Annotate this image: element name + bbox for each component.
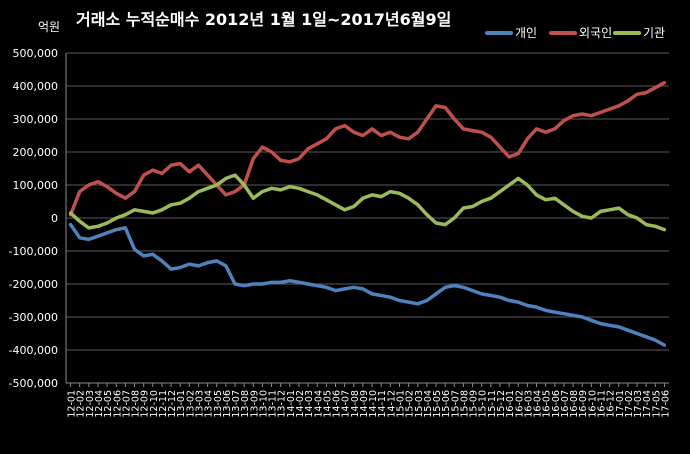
y-axis-unit-label: 억원 xyxy=(38,20,60,34)
x-tick-label: 14-04 xyxy=(313,390,324,418)
x-tick-label: 13-03 xyxy=(194,390,205,418)
x-tick-label: 17-06 xyxy=(660,390,671,418)
x-tick-label: 17-02 xyxy=(624,390,635,418)
x-tick-label: 16-09 xyxy=(578,390,589,418)
x-tick-label: 12-02 xyxy=(76,390,87,418)
x-tick-label: 12-10 xyxy=(149,390,160,418)
x-tick-label: 15-07 xyxy=(450,390,461,418)
x-tick-label: 12-06 xyxy=(112,390,123,418)
series-line-1 xyxy=(68,80,667,217)
x-tick-label: 16-07 xyxy=(560,390,571,418)
x-tick-label: 14-10 xyxy=(368,390,379,418)
x-tick-label: 14-07 xyxy=(341,390,352,418)
x-axis-ticks: 12-0112-0212-0312-0412-0512-0612-0712-08… xyxy=(67,383,671,418)
x-tick-label: 16-12 xyxy=(606,390,617,418)
y-tick-label: -300,000 xyxy=(9,311,58,324)
x-tick-label: 16-01 xyxy=(505,390,516,418)
x-tick-label: 15-05 xyxy=(432,390,443,418)
x-tick-label: 16-04 xyxy=(533,390,544,418)
y-tick-label: 300,000 xyxy=(13,113,59,126)
y-tick-label: 500,000 xyxy=(13,47,59,60)
x-tick-label: 14-02 xyxy=(295,390,306,418)
x-tick-label: 13-01 xyxy=(176,390,187,418)
x-tick-label: 13-05 xyxy=(213,390,224,418)
x-tick-label: 13-08 xyxy=(240,390,251,418)
x-tick-label: 13-11 xyxy=(268,390,279,418)
x-tick-label: 16-11 xyxy=(596,390,607,418)
x-tick-label: 13-09 xyxy=(249,390,260,418)
y-axis-ticks: -500,000 -400,000 -300,000 -200,000 -100,000… xyxy=(9,47,58,390)
y-tick-label: 400,000 xyxy=(13,80,59,93)
x-tick-label: 16-10 xyxy=(587,390,598,418)
x-tick-label: 14-01 xyxy=(286,390,297,418)
legend-label: 외국인 xyxy=(579,26,612,40)
legend-label: 기관 xyxy=(643,26,665,40)
y-tick-label: 0 xyxy=(51,212,58,225)
y-tick-label: 100,000 xyxy=(13,179,59,192)
x-tick-label: 13-10 xyxy=(258,390,269,418)
x-tick-label: 14-03 xyxy=(304,390,315,418)
y-tick-label: -400,000 xyxy=(9,344,58,357)
x-tick-label: 12-03 xyxy=(85,390,96,418)
x-tick-label: 17-01 xyxy=(615,390,626,418)
y-tick-label: -500,000 xyxy=(9,377,58,390)
x-tick-label: 16-06 xyxy=(551,390,562,418)
axes xyxy=(65,53,669,384)
y-tick-label: -200,000 xyxy=(9,278,58,291)
x-tick-label: 12-01 xyxy=(67,390,78,418)
y-tick-label: -100,000 xyxy=(9,245,58,258)
x-tick-label: 13-02 xyxy=(185,390,196,418)
x-tick-label: 14-12 xyxy=(386,390,397,418)
x-tick-label: 13-04 xyxy=(204,390,215,418)
x-tick-label: 12-04 xyxy=(94,390,105,418)
x-tick-label: 12-07 xyxy=(121,390,132,418)
x-tick-label: 13-12 xyxy=(277,390,288,418)
y-tick-label: 200,000 xyxy=(13,146,59,159)
chart-title: 거래소 누적순매수 2012년 1월 1일~2017년6월9일 xyxy=(76,10,451,29)
x-tick-label: 15-08 xyxy=(459,390,470,418)
x-tick-label: 15-12 xyxy=(496,390,507,418)
x-tick-label: 17-05 xyxy=(651,390,662,418)
x-tick-label: 14-06 xyxy=(332,390,343,418)
x-tick-label: 15-01 xyxy=(395,390,406,418)
x-tick-label: 12-12 xyxy=(167,390,178,418)
x-tick-label: 15-04 xyxy=(423,390,434,418)
legend-label: 개인 xyxy=(515,26,537,40)
x-tick-label: 14-05 xyxy=(322,390,333,418)
x-tick-label: 16-03 xyxy=(523,390,534,418)
x-tick-label: 15-11 xyxy=(487,390,498,418)
x-tick-label: 15-10 xyxy=(478,390,489,418)
x-tick-label: 16-02 xyxy=(514,390,525,418)
x-tick-label: 17-03 xyxy=(633,390,644,418)
x-tick-label: 15-09 xyxy=(469,390,480,418)
x-tick-label: 16-08 xyxy=(569,390,580,418)
x-tick-label: 12-08 xyxy=(131,390,142,418)
series-line-0 xyxy=(68,222,667,347)
legend: 개인 외국인 기관 xyxy=(485,26,665,40)
x-tick-label: 14-11 xyxy=(377,390,388,418)
x-tick-label: 14-08 xyxy=(350,390,361,418)
x-tick-label: 13-07 xyxy=(231,390,242,418)
x-tick-label: 12-09 xyxy=(140,390,151,418)
x-tick-label: 15-03 xyxy=(414,390,425,418)
x-tick-label: 15-06 xyxy=(441,390,452,418)
series-lines xyxy=(68,80,667,347)
x-tick-label: 15-02 xyxy=(405,390,416,418)
gridlines xyxy=(66,52,669,384)
x-tick-label: 16-05 xyxy=(542,390,553,418)
x-tick-label: 14-09 xyxy=(359,390,370,418)
x-tick-label: 12-11 xyxy=(158,390,169,418)
series-line-2 xyxy=(68,173,667,232)
x-tick-label: 17-04 xyxy=(642,390,653,418)
x-tick-label: 12-05 xyxy=(103,390,114,418)
x-tick-label: 13-06 xyxy=(222,390,233,418)
